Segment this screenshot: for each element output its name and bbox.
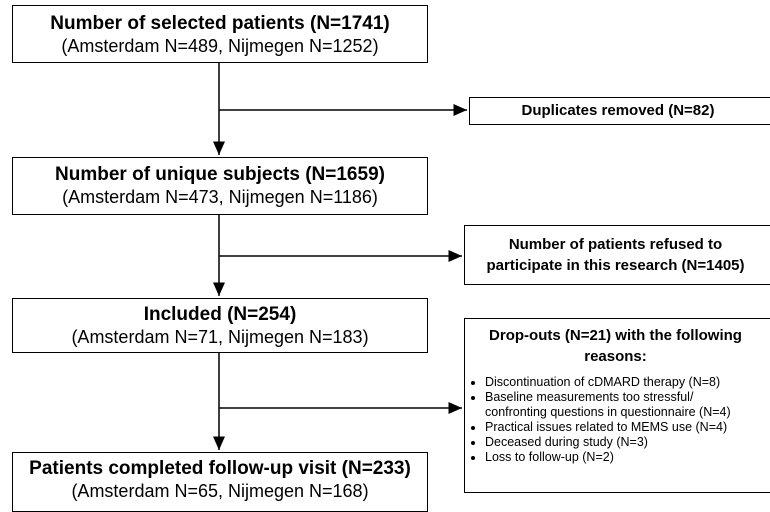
exclusion-text: Number of patients refused to [508,236,723,253]
node-title: Patients completed follow-up visit (N=23… [29,458,411,479]
node: Number of unique subjects (N=1659) (Amst… [12,157,428,215]
node-title: Number of selected patients (N=1741) [50,13,390,34]
exclusion-text: Drop-outs (N=21) with the following [489,327,742,344]
reason: Loss to follow-up (N=2) [485,450,766,465]
exclusion-box: Number of patients refused to participat… [464,225,770,285]
reason: Discontinuation of cDMARD therapy (N=8) [485,375,766,390]
reason-text: Discontinuation of cDMARD therapy (N=8) [485,375,721,389]
exclusion-box: Drop-outs (N=21) with the following reas… [464,318,770,493]
reason-list: Discontinuation of cDMARD therapy (N=8)B… [465,375,766,465]
node-title: Number of unique subjects (N=1659) [55,164,385,185]
exclusion-text: reasons: [584,348,647,365]
node: Patients completed follow-up visit (N=23… [12,452,428,512]
exclusion-text: Duplicates removed (N=82) [521,102,715,119]
node-subtitle: (Amsterdam N=489, Nijmegen N=1252) [61,36,379,56]
reason-text: Loss to follow-up (N=2) [485,450,614,464]
exclusion-box: Duplicates removed (N=82) [469,97,770,125]
reason: Practical issues related to MEMS use (N=… [485,420,766,435]
node-title: Included (N=254) [143,304,297,325]
node: Number of selected patients (N=1741) (Am… [12,5,428,63]
reason-text: Deceased during study (N=3) [485,435,648,449]
reason: Deceased during study (N=3) [485,435,766,450]
reason-text: Practical issues related to MEMS use (N=… [485,420,728,434]
node-subtitle: (Amsterdam N=71, Nijmegen N=183) [71,327,369,347]
exclusion-text: participate in this research (N=1405) [486,257,745,274]
node: Included (N=254) (Amsterdam N=71, Nijmeg… [12,298,428,353]
reason-text: confronting questions in questionnaire (… [485,405,731,419]
node-subtitle: (Amsterdam N=65, Nijmegen N=168) [71,481,369,501]
node-subtitle: (Amsterdam N=473, Nijmegen N=1186) [62,187,378,207]
reason-text: Baseline measurements too stressful/ [485,390,694,404]
reason: Baseline measurements too stressful/conf… [485,390,766,420]
